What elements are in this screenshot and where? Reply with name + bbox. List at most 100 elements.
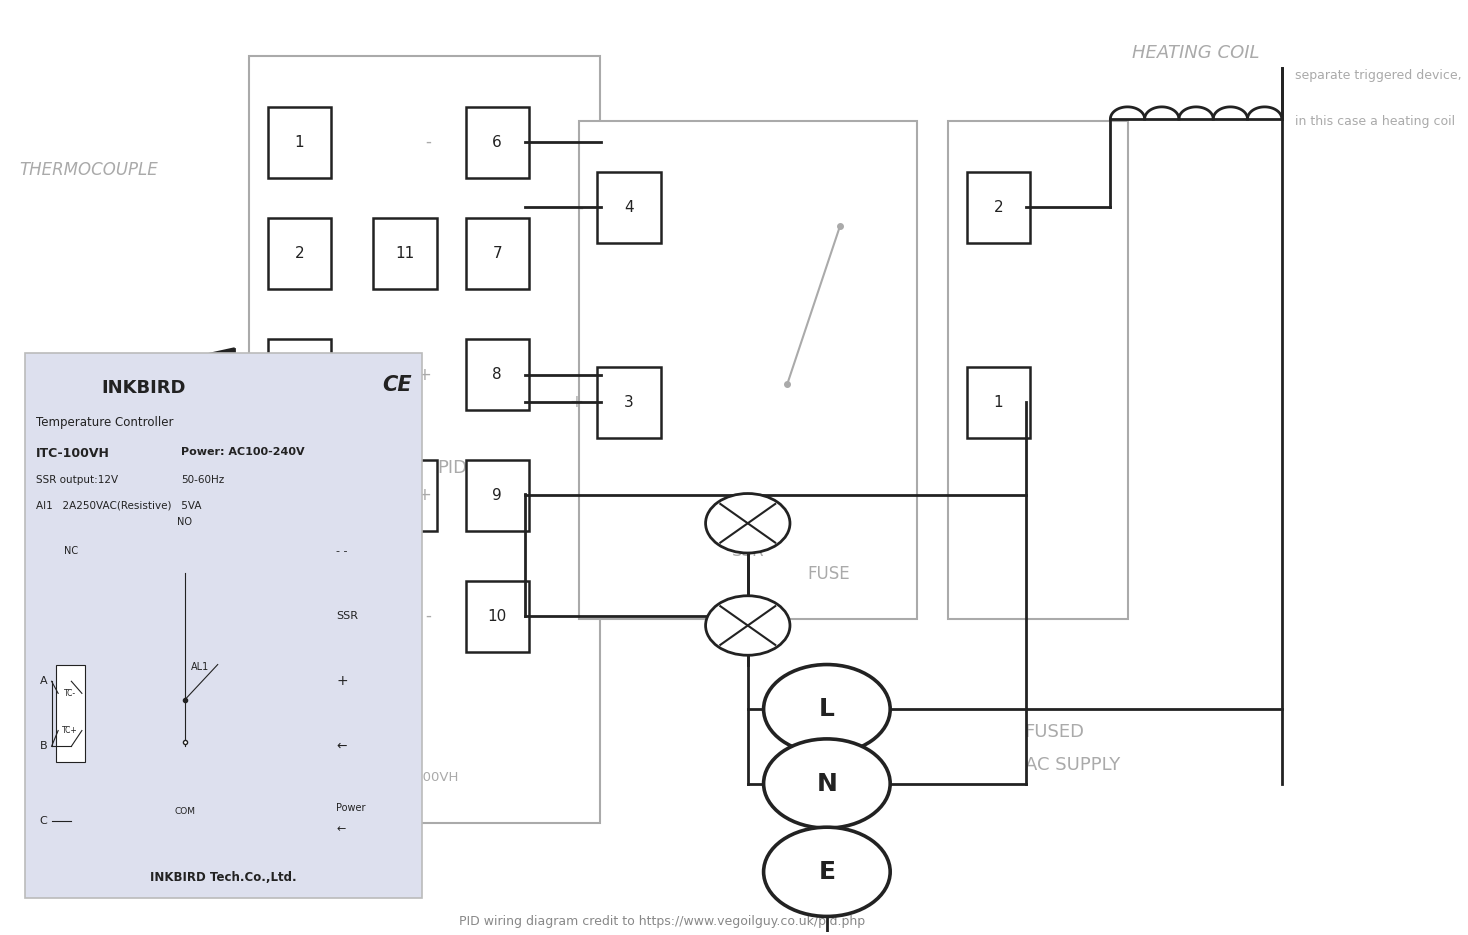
Text: PID: PID xyxy=(437,458,467,477)
Circle shape xyxy=(72,799,132,842)
Circle shape xyxy=(763,665,890,754)
FancyBboxPatch shape xyxy=(267,460,332,531)
FancyBboxPatch shape xyxy=(267,219,332,289)
Text: 11: 11 xyxy=(179,546,191,556)
Text: separate triggered device,: separate triggered device, xyxy=(1295,69,1462,81)
Text: 3: 3 xyxy=(624,395,634,410)
Text: NO: NO xyxy=(178,517,192,527)
Text: +: + xyxy=(417,486,432,504)
FancyBboxPatch shape xyxy=(578,121,916,619)
Text: 9: 9 xyxy=(492,488,502,503)
Text: 6: 6 xyxy=(492,135,502,150)
Text: E: E xyxy=(818,860,835,884)
Text: HEATING COIL: HEATING COIL xyxy=(1132,44,1260,63)
Text: +: + xyxy=(336,674,348,688)
Text: +: + xyxy=(570,394,583,411)
FancyBboxPatch shape xyxy=(373,219,436,289)
Circle shape xyxy=(269,660,330,702)
Text: L: L xyxy=(819,698,835,721)
Text: -: - xyxy=(349,366,355,383)
Circle shape xyxy=(706,596,790,655)
Text: 2: 2 xyxy=(994,200,1003,215)
FancyBboxPatch shape xyxy=(267,339,332,410)
Text: +: + xyxy=(69,505,82,523)
Text: SSR: SSR xyxy=(336,611,358,621)
FancyBboxPatch shape xyxy=(465,339,528,410)
FancyBboxPatch shape xyxy=(465,581,528,652)
Text: THERMOCOUPLE: THERMOCOUPLE xyxy=(19,161,159,180)
Text: 7: 7 xyxy=(492,246,502,261)
Circle shape xyxy=(269,725,330,768)
Text: -: - xyxy=(426,607,432,626)
Circle shape xyxy=(72,725,132,768)
FancyBboxPatch shape xyxy=(267,581,332,652)
FancyBboxPatch shape xyxy=(966,367,1031,438)
Text: - -: - - xyxy=(336,546,348,556)
Text: 3: 3 xyxy=(98,676,106,686)
FancyBboxPatch shape xyxy=(597,172,661,242)
FancyBboxPatch shape xyxy=(465,107,528,178)
Text: -: - xyxy=(72,347,78,365)
Text: TC-: TC- xyxy=(65,689,76,698)
Circle shape xyxy=(72,660,132,702)
Text: 1: 1 xyxy=(994,395,1003,410)
FancyBboxPatch shape xyxy=(597,367,661,438)
Circle shape xyxy=(763,827,890,916)
Text: 8: 8 xyxy=(297,676,302,686)
Text: 9: 9 xyxy=(297,741,302,752)
Circle shape xyxy=(72,595,132,638)
Text: Temperature Controller: Temperature Controller xyxy=(35,416,173,429)
Circle shape xyxy=(72,530,132,572)
Text: 5: 5 xyxy=(295,609,304,624)
Text: -: - xyxy=(426,133,432,151)
Circle shape xyxy=(269,595,330,638)
Text: 1: 1 xyxy=(98,546,106,556)
Text: C: C xyxy=(40,815,47,826)
FancyBboxPatch shape xyxy=(966,172,1031,242)
Text: 12: 12 xyxy=(395,488,414,503)
Text: CE: CE xyxy=(382,375,411,395)
Text: SSR: SSR xyxy=(731,542,763,560)
FancyBboxPatch shape xyxy=(25,353,423,898)
Text: 4: 4 xyxy=(98,741,106,752)
FancyBboxPatch shape xyxy=(465,460,528,531)
FancyBboxPatch shape xyxy=(465,219,528,289)
Text: 11: 11 xyxy=(395,246,414,261)
FancyBboxPatch shape xyxy=(56,666,85,762)
Text: AI1   2A250VAC(Resistive)   5VA: AI1 2A250VAC(Resistive) 5VA xyxy=(35,501,201,511)
Circle shape xyxy=(269,799,330,842)
Text: Power: AC100-240V: Power: AC100-240V xyxy=(181,447,304,457)
Text: -: - xyxy=(577,198,583,216)
Text: AC SUPPLY: AC SUPPLY xyxy=(1025,755,1120,774)
Text: B: B xyxy=(40,741,47,752)
Text: 10: 10 xyxy=(294,815,305,826)
Text: +: + xyxy=(417,366,432,383)
Text: 5: 5 xyxy=(98,815,106,826)
Text: INKBIRD Tech.Co.,Ltd.: INKBIRD Tech.Co.,Ltd. xyxy=(150,870,297,884)
Circle shape xyxy=(706,494,790,553)
Text: TC+: TC+ xyxy=(62,726,78,735)
Polygon shape xyxy=(115,349,233,400)
FancyBboxPatch shape xyxy=(250,56,600,824)
Text: A: A xyxy=(40,676,47,686)
Text: NC: NC xyxy=(63,546,78,556)
FancyBboxPatch shape xyxy=(267,107,332,178)
Text: INKBIRD: INKBIRD xyxy=(101,380,186,397)
Text: 3: 3 xyxy=(295,367,304,382)
Text: PID wiring diagram credit to https://www.vegoilguy.co.uk/pid.php: PID wiring diagram credit to https://www… xyxy=(459,914,865,928)
Text: 1: 1 xyxy=(295,135,304,150)
Text: FUSE: FUSE xyxy=(807,566,850,583)
FancyBboxPatch shape xyxy=(948,121,1127,619)
Text: SSR output:12V: SSR output:12V xyxy=(35,475,117,485)
FancyBboxPatch shape xyxy=(373,460,436,531)
Text: 4: 4 xyxy=(295,488,304,503)
Text: ITC-100VH: ITC-100VH xyxy=(35,447,110,460)
Text: ←: ← xyxy=(336,740,346,753)
Text: 2: 2 xyxy=(295,246,304,261)
Text: ITC-100VH: ITC-100VH xyxy=(390,770,459,784)
Text: +: + xyxy=(349,486,364,504)
Text: 12: 12 xyxy=(179,741,191,752)
Text: 6: 6 xyxy=(297,546,302,556)
Circle shape xyxy=(154,530,216,572)
Circle shape xyxy=(154,725,216,768)
